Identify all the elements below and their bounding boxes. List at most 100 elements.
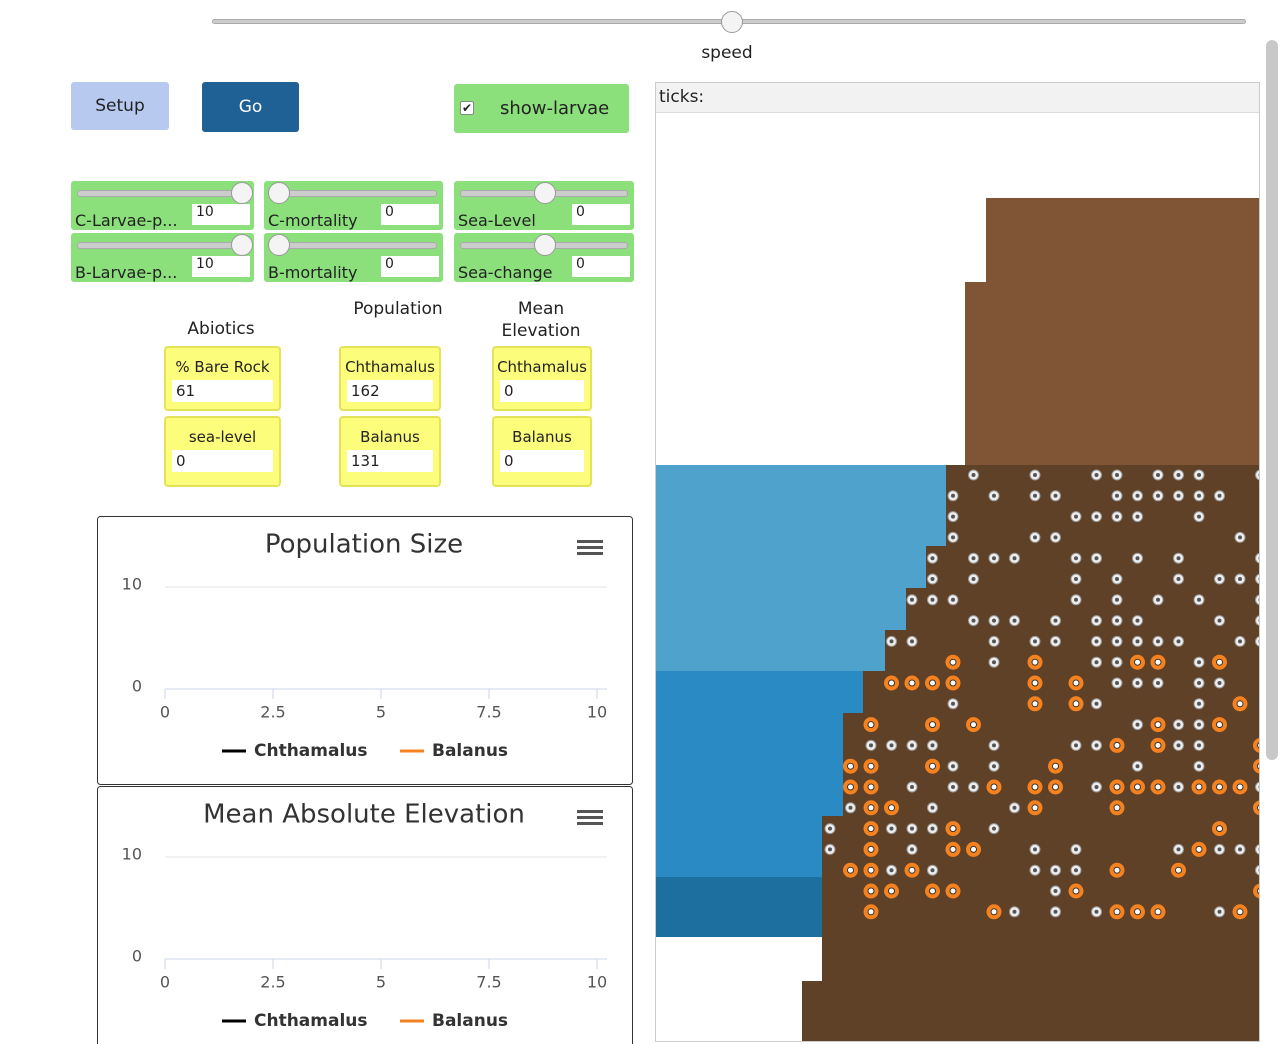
barnacle-core — [1094, 701, 1099, 706]
slider[interactable]: C-Larvae-p... 10 — [71, 181, 254, 230]
rock-lower — [822, 816, 1259, 981]
rock-lower — [802, 981, 1259, 1041]
checkbox[interactable]: ✔ — [460, 101, 474, 115]
plot-menu[interactable] — [577, 546, 603, 549]
barnacle-core — [1115, 660, 1119, 665]
barnacle-core — [929, 679, 936, 687]
chthamalus — [1255, 552, 1259, 564]
rock-lower — [885, 651, 1259, 671]
slider-value: 0 — [572, 204, 630, 225]
plot-menu[interactable] — [577, 552, 603, 555]
scrollbar[interactable] — [1266, 40, 1278, 760]
x-tick-label: 5 — [376, 973, 386, 992]
barnacle-core — [1053, 909, 1058, 914]
barnacle-core — [949, 658, 957, 666]
plot-menu[interactable] — [577, 810, 603, 813]
slider-track — [270, 190, 437, 197]
barnacle-core — [992, 826, 996, 831]
go-button[interactable]: Go — [202, 82, 299, 132]
legend-label[interactable]: Chthamalus — [254, 1011, 368, 1031]
barnacle-core — [1156, 681, 1160, 685]
slider[interactable]: Sea-change 0 — [454, 233, 634, 282]
legend-label[interactable]: Balanus — [432, 1011, 508, 1031]
legend-label[interactable]: Chthamalus — [254, 741, 368, 761]
barnacle-core — [1156, 597, 1160, 602]
barnacle-core — [1094, 514, 1099, 519]
barnacle-core — [1074, 556, 1078, 561]
barnacle-core — [992, 493, 996, 498]
slider-label: Sea-Level — [458, 211, 536, 230]
barnacle-core — [910, 847, 914, 852]
barnacle-core — [1115, 577, 1119, 581]
slider-label: C-mortality — [268, 211, 358, 230]
barnacle-core — [1072, 887, 1080, 895]
chthamalus — [1255, 615, 1259, 626]
legend-label[interactable]: Balanus — [432, 741, 508, 761]
plot-menu[interactable] — [577, 822, 603, 825]
barnacle-core — [1033, 868, 1037, 873]
barnacle-core — [1195, 845, 1203, 853]
barnacle-core — [888, 679, 895, 687]
barnacle-core — [951, 535, 955, 540]
barnacle-core — [1217, 681, 1222, 685]
barnacle-core — [1156, 493, 1160, 498]
barnacle-core — [1197, 743, 1201, 748]
barnacle-core — [1176, 847, 1181, 852]
slider-value: 10 — [192, 256, 250, 277]
barnacle-core — [1238, 847, 1242, 852]
monitor-value: 131 — [347, 450, 433, 472]
chthamalus — [1255, 844, 1259, 855]
barnacle-core — [1258, 598, 1259, 602]
barnacle-core — [930, 556, 935, 561]
barnacle-core — [1053, 868, 1058, 873]
barnacle-core — [867, 762, 875, 770]
slider-value: 10 — [192, 204, 250, 225]
barnacle-core — [1094, 909, 1099, 914]
barnacle-core — [908, 866, 916, 874]
ticks-label: ticks: — [656, 83, 1259, 113]
barnacle-core — [1074, 743, 1078, 748]
slider[interactable]: B-Larvae-p... 10 — [71, 233, 254, 282]
slider-knob — [534, 234, 556, 256]
speed-knob[interactable] — [721, 11, 743, 33]
plot-menu[interactable] — [577, 540, 603, 543]
barnacle-core — [867, 825, 875, 833]
monitor-label: Chthamalus — [345, 358, 435, 376]
slider[interactable]: B-mortality 0 — [264, 233, 443, 282]
barnacle-core — [1074, 868, 1078, 873]
monitor-value: 0 — [172, 450, 273, 472]
plot-menu[interactable] — [577, 816, 603, 819]
chthamalus — [1255, 469, 1259, 481]
barnacle-core — [1258, 556, 1259, 560]
barnacle-core — [951, 764, 955, 769]
switch[interactable]: ✔ show-larvae — [454, 84, 629, 133]
barnacle-core — [1197, 597, 1201, 602]
barnacle-core — [1053, 618, 1058, 623]
barnacle-core — [951, 597, 955, 602]
barnacle-core — [1197, 681, 1201, 685]
slider-track — [77, 242, 248, 249]
slider-label: B-Larvae-p... — [75, 263, 178, 282]
x-tick-label: 2.5 — [260, 973, 285, 992]
setup-button[interactable]: Setup — [71, 82, 169, 130]
barnacle-core — [930, 743, 935, 748]
slider-knob — [268, 182, 290, 204]
barnacle-core — [1031, 804, 1039, 812]
barnacle-core — [910, 743, 914, 748]
plot-frame — [97, 786, 633, 1044]
barnacle-core — [951, 493, 955, 498]
slider-knob — [534, 182, 556, 204]
monitor: sea-level 0 — [164, 416, 281, 487]
slider[interactable]: C-mortality 0 — [264, 181, 443, 230]
monitor: Chthamalus 0 — [492, 346, 592, 411]
barnacle-core — [1176, 743, 1181, 748]
barnacle-core — [930, 868, 935, 873]
monitor-value: 0 — [500, 450, 584, 472]
monitor: % Bare Rock 61 — [164, 346, 281, 411]
barnacle-core — [1031, 679, 1039, 687]
slider-label: C-Larvae-p... — [75, 211, 178, 230]
barnacle-core — [1113, 804, 1121, 812]
slider[interactable]: Sea-Level 0 — [454, 181, 634, 230]
barnacle-core — [1257, 763, 1259, 770]
barnacle-core — [1052, 762, 1059, 770]
